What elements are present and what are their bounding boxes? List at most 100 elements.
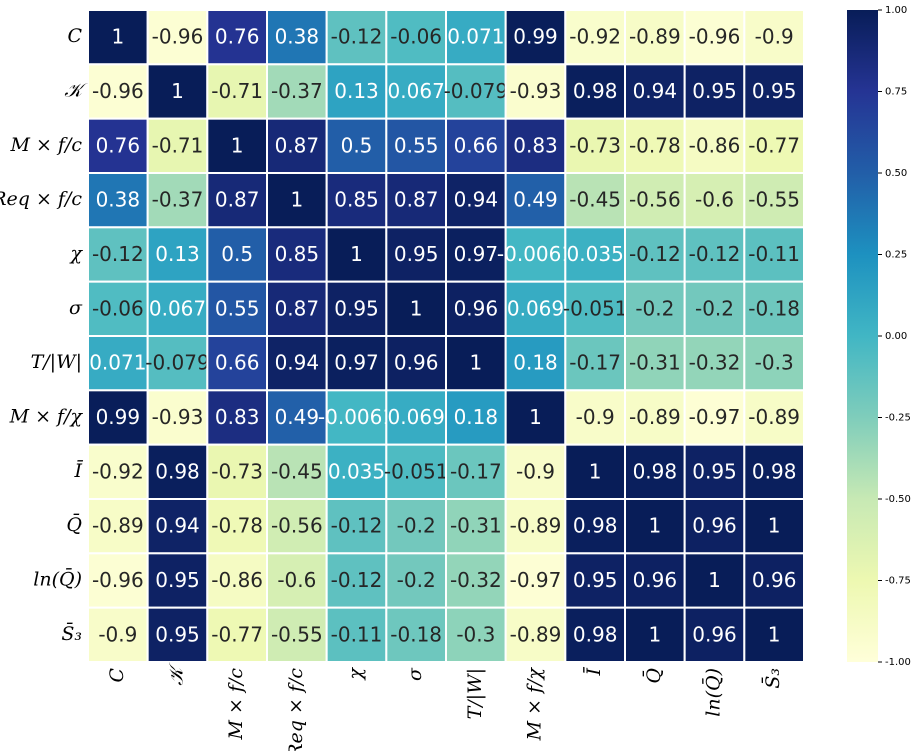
heatmap-cell	[146, 552, 209, 609]
x-tick-label: χ	[345, 667, 367, 682]
cell-label: 0.96	[752, 568, 797, 592]
heatmap-cell	[385, 606, 448, 664]
heatmap-cell	[266, 389, 328, 446]
heatmap-cell	[564, 552, 626, 609]
heatmap-cell	[146, 498, 209, 555]
cell-label: -0.55	[748, 188, 800, 212]
x-tick-label: Req × f/c	[285, 668, 307, 751]
cell-label: -0.45	[271, 459, 323, 483]
heatmap-cell	[743, 280, 805, 337]
cell-label: 0.98	[573, 622, 618, 646]
cell-label: -0.96	[92, 79, 144, 103]
cell-label: -0.12	[629, 242, 681, 266]
cell-label: 0.067	[149, 296, 206, 320]
colorbar-tick-label: 0.50	[885, 168, 907, 179]
cell-label: 0.069	[507, 296, 564, 320]
cell-label: 0.069	[388, 405, 445, 429]
cell-label: -0.051	[384, 459, 448, 483]
cell-label: 0.071	[447, 25, 504, 49]
cell-label: 0.94	[633, 79, 678, 103]
cell-label: 0.99	[96, 405, 141, 429]
cell-label: 0.85	[275, 242, 320, 266]
heatmap-cell	[683, 63, 746, 120]
cell-label: 0.96	[394, 351, 439, 375]
heatmap-cell	[266, 498, 328, 555]
colorbar-tick-label: -0.25	[885, 413, 911, 424]
heatmap-cell	[325, 606, 388, 664]
cell-label: 1	[648, 622, 661, 646]
heatmap-cell	[743, 9, 805, 66]
heatmap-cell	[146, 606, 209, 664]
x-tick-label: ln(Q̄)	[701, 668, 724, 717]
colorbar-tick-label: 0.00	[885, 331, 907, 342]
heatmap-cell	[87, 443, 149, 500]
heatmap-cell	[146, 443, 209, 500]
cell-label: -0.96	[152, 25, 204, 49]
cell-label: 1	[708, 568, 721, 592]
heatmap-cell	[743, 335, 805, 392]
cell-label: -0.079	[444, 79, 508, 103]
cell-label: 0.035	[328, 459, 385, 483]
cell-label: -0.56	[629, 188, 681, 212]
cell-label: 1	[290, 188, 303, 212]
x-tick-label: M × f/c	[225, 668, 247, 741]
x-tick-label: T/|W|	[464, 668, 486, 719]
heatmap-cell	[206, 443, 268, 500]
y-tick-label: C	[67, 25, 82, 47]
cell-label: 0.97	[334, 351, 379, 375]
cell-label: 0.035	[567, 242, 624, 266]
heatmap-cell	[743, 552, 805, 609]
y-tick-label: M × f/c	[9, 134, 82, 156]
y-tick-label: ln(Q̄)	[33, 567, 82, 590]
cell-label: -0.17	[569, 351, 621, 375]
heatmap-cell	[504, 443, 567, 500]
cell-label: -0.06	[92, 296, 144, 320]
cell-label: -0.96	[92, 568, 144, 592]
heatmap-cell	[504, 63, 567, 120]
heatmap-cell	[504, 280, 567, 337]
cell-label: 1	[768, 514, 781, 538]
cell-label: -0.89	[92, 514, 144, 538]
heatmap-cell	[385, 335, 448, 392]
cell-label: 0.98	[155, 459, 200, 483]
y-tick-label: T/|W|	[31, 351, 82, 373]
heatmap-cell	[445, 63, 507, 120]
x-tick-label: Ī	[582, 667, 605, 677]
cell-label: -0.31	[629, 351, 681, 375]
cell-label: -0.0061	[497, 242, 574, 266]
heatmap-cell	[624, 9, 686, 66]
cell-label: -0.71	[211, 79, 263, 103]
cell-label: -0.32	[689, 351, 741, 375]
heatmap-cell	[266, 280, 328, 337]
heatmap-cell	[445, 552, 507, 609]
x-tick-label: Q̄	[641, 668, 664, 684]
cell-label: -0.86	[689, 133, 741, 157]
heatmap-cell	[504, 498, 567, 555]
cell-label: -0.2	[695, 296, 734, 320]
heatmap-cell	[325, 389, 388, 446]
cell-label: 0.94	[155, 514, 200, 538]
cell-label: -0.55	[271, 622, 323, 646]
heatmap-cell	[624, 172, 686, 229]
colorbar	[847, 10, 878, 662]
cell-label: 0.94	[454, 188, 499, 212]
cell-label: 0.83	[215, 405, 260, 429]
cell-label: -0.32	[450, 568, 502, 592]
heatmap-cell	[564, 335, 626, 392]
cell-label: -0.2	[397, 568, 436, 592]
colorbar-tick-label: 1.00	[885, 5, 907, 16]
heatmap-cell	[504, 9, 567, 66]
cell-label: -0.93	[510, 79, 562, 103]
heatmap-cell	[87, 9, 149, 66]
cell-label: 0.66	[215, 351, 260, 375]
cell-label: 0.067	[388, 79, 445, 103]
cell-label: 0.98	[752, 459, 797, 483]
cell-label: -0.9	[516, 459, 555, 483]
heatmap-cell	[683, 389, 746, 446]
heatmap-cell	[385, 443, 448, 500]
cell-label: -0.96	[689, 25, 741, 49]
cell-label: -0.9	[576, 405, 615, 429]
y-tick-label: S̄₃	[61, 621, 82, 644]
cell-label: 0.83	[513, 133, 558, 157]
